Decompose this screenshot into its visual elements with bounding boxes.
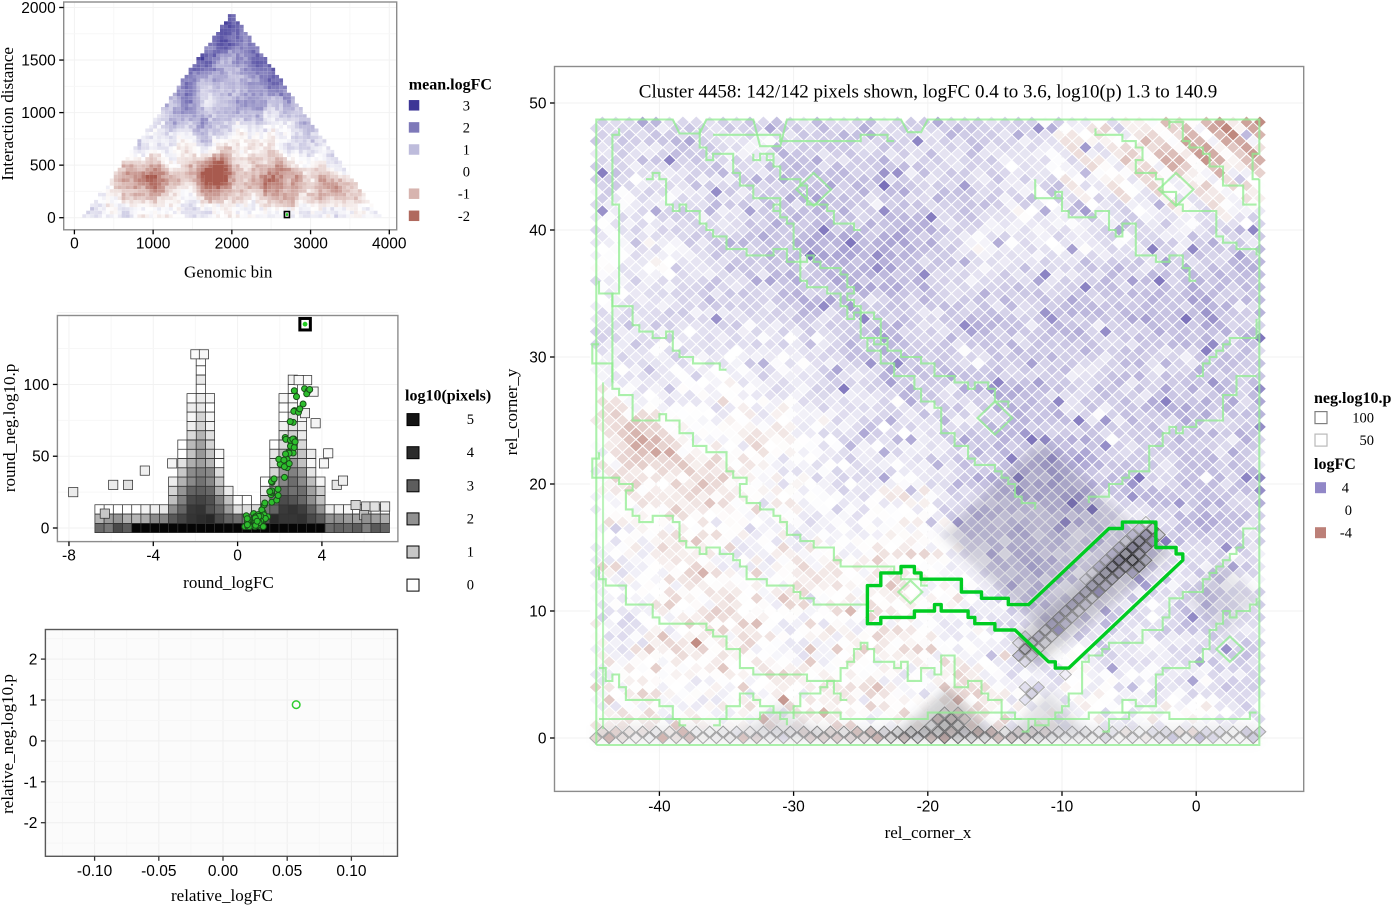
svg-text:0: 0	[1345, 503, 1352, 519]
svg-text:3: 3	[463, 98, 470, 114]
svg-text:20: 20	[529, 477, 547, 494]
svg-text:0: 0	[1192, 798, 1201, 815]
svg-text:2: 2	[29, 652, 38, 669]
svg-text:1: 1	[467, 545, 474, 561]
svg-text:2: 2	[463, 120, 470, 136]
svg-text:1500: 1500	[21, 53, 56, 70]
svg-text:-2: -2	[458, 209, 470, 225]
svg-text:rel_corner_y: rel_corner_y	[502, 368, 521, 455]
svg-text:5: 5	[467, 412, 474, 428]
svg-text:2000: 2000	[21, 0, 56, 17]
svg-text:50: 50	[1360, 433, 1375, 449]
svg-text:-4: -4	[146, 548, 160, 565]
svg-text:40: 40	[529, 223, 547, 240]
svg-text:-0.10: -0.10	[77, 863, 113, 880]
svg-text:4: 4	[1342, 481, 1350, 497]
svg-text:-2: -2	[24, 815, 38, 832]
svg-text:3: 3	[467, 478, 474, 494]
svg-text:mean.logFC: mean.logFC	[409, 77, 492, 94]
svg-text:2000: 2000	[215, 235, 250, 252]
svg-text:rel_corner_x: rel_corner_x	[885, 823, 972, 842]
svg-text:1: 1	[29, 693, 38, 710]
svg-text:-10: -10	[1051, 798, 1074, 815]
svg-text:50: 50	[529, 96, 547, 113]
svg-text:0.00: 0.00	[208, 863, 239, 880]
svg-text:100: 100	[1352, 411, 1374, 427]
svg-text:-8: -8	[62, 548, 76, 565]
svg-text:10: 10	[529, 604, 547, 621]
svg-text:neg.log10.p: neg.log10.p	[1314, 390, 1391, 407]
svg-text:-0.05: -0.05	[141, 863, 176, 880]
svg-text:1: 1	[463, 143, 470, 159]
svg-text:1000: 1000	[21, 105, 56, 122]
svg-text:-1: -1	[458, 187, 470, 203]
svg-text:2: 2	[467, 511, 474, 527]
svg-text:logFC: logFC	[1314, 456, 1356, 473]
svg-text:0: 0	[467, 578, 474, 594]
svg-text:100: 100	[24, 377, 50, 394]
svg-text:0: 0	[463, 165, 470, 181]
svg-text:0: 0	[47, 210, 56, 227]
svg-text:3000: 3000	[293, 235, 328, 252]
svg-text:0: 0	[538, 731, 547, 748]
svg-text:500: 500	[30, 158, 56, 175]
svg-text:Interaction distance: Interaction distance	[0, 47, 17, 181]
svg-text:0.05: 0.05	[272, 863, 302, 880]
svg-text:-30: -30	[782, 798, 805, 815]
svg-text:4: 4	[467, 445, 475, 461]
svg-text:-20: -20	[917, 798, 940, 815]
svg-text:4: 4	[318, 548, 327, 565]
svg-text:30: 30	[529, 350, 547, 367]
svg-text:0: 0	[41, 521, 50, 538]
svg-text:4000: 4000	[372, 235, 407, 252]
svg-text:-1: -1	[24, 774, 38, 791]
svg-text:0: 0	[233, 548, 242, 565]
svg-text:50: 50	[32, 449, 50, 466]
svg-text:log10(pixels): log10(pixels)	[405, 388, 491, 405]
svg-text:relative_logFC: relative_logFC	[171, 886, 273, 905]
svg-text:-4: -4	[1340, 526, 1353, 542]
svg-text:round_logFC: round_logFC	[183, 573, 274, 592]
svg-text:round_neg.log10.p: round_neg.log10.p	[0, 364, 19, 492]
svg-text:0: 0	[29, 733, 38, 750]
svg-text:relative_neg.log10.p: relative_neg.log10.p	[0, 674, 17, 814]
svg-text:Genomic bin: Genomic bin	[184, 263, 273, 282]
svg-text:1000: 1000	[136, 235, 171, 252]
svg-text:Cluster 4458: 142/142 pixels s: Cluster 4458: 142/142 pixels shown, logF…	[639, 82, 1217, 103]
svg-text:0: 0	[70, 235, 79, 252]
svg-text:-40: -40	[648, 798, 671, 815]
svg-text:0.10: 0.10	[336, 863, 367, 880]
